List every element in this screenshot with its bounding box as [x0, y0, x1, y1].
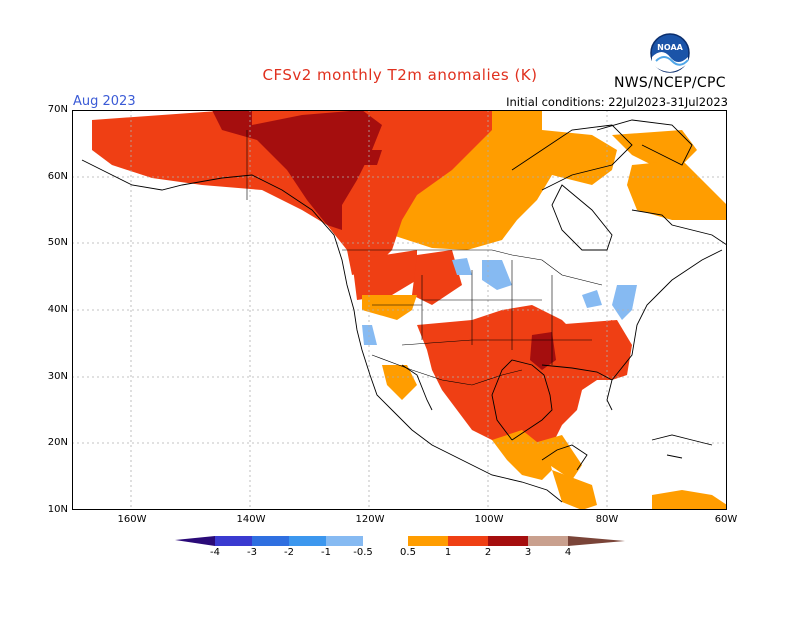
lat-tick-10n: 10N: [47, 504, 68, 515]
chart-title: CFSv2 monthly T2m anomalies (K): [262, 66, 538, 84]
colorbar-arrow-low: [175, 536, 215, 546]
logo-text: NOAA: [657, 43, 683, 52]
lat-tick-30n: 30N: [47, 371, 68, 382]
colorbar-label: -1: [321, 547, 331, 558]
colorbar-bin: [215, 536, 252, 546]
lon-tick-60w: 60W: [714, 514, 738, 525]
colorbar-label: -0.5: [353, 547, 373, 558]
lat-tick-40n: 40N: [47, 304, 68, 315]
coastlines: [81, 119, 727, 503]
lat-tick-20n: 20N: [47, 437, 68, 448]
colorbar-bin: [252, 536, 289, 546]
colorbar-label: 0.5: [400, 547, 416, 558]
lon-tick-140w: 140W: [236, 514, 266, 525]
lat-tick-50n: 50N: [47, 237, 68, 248]
valid-month-label: Aug 2023: [73, 94, 136, 109]
lon-tick-100w: 100W: [474, 514, 504, 525]
political-borders: [246, 130, 603, 386]
colorbar-arrow-high: [568, 536, 625, 546]
colorbar-label: -4: [210, 547, 220, 558]
lat-tick-70n: 70N: [47, 104, 68, 115]
colorbar-label: 3: [524, 547, 532, 558]
colorbar-label: 1: [444, 547, 452, 558]
colorbar-bin: [326, 536, 363, 546]
colorbar-bin: [408, 536, 448, 546]
colorbar-label: 2: [484, 547, 492, 558]
colorbar-bin: [363, 536, 408, 546]
lon-tick-80w: 80W: [595, 514, 619, 525]
colorbar-label: -2: [284, 547, 294, 558]
colorbar-bin: [448, 536, 488, 546]
colorbar-label: 4: [564, 547, 572, 558]
anomaly-shading: [92, 110, 727, 510]
noaa-logo: NOAA: [650, 33, 690, 73]
colorbar-bin: [289, 536, 326, 546]
colorbar-bin: [528, 536, 568, 546]
colorbar: [175, 536, 625, 546]
agency-label: NWS/NCEP/CPC: [614, 75, 726, 91]
map-grid: [72, 110, 727, 510]
colorbar-label: -3: [247, 547, 257, 558]
lat-tick-60n: 60N: [47, 171, 68, 182]
initial-conditions-label: Initial conditions: 22Jul2023-31Jul2023: [506, 95, 728, 109]
colorbar-bin: [488, 536, 528, 546]
lon-tick-120w: 120W: [355, 514, 385, 525]
lon-tick-160w: 160W: [117, 514, 147, 525]
anomaly-map: [72, 110, 727, 510]
